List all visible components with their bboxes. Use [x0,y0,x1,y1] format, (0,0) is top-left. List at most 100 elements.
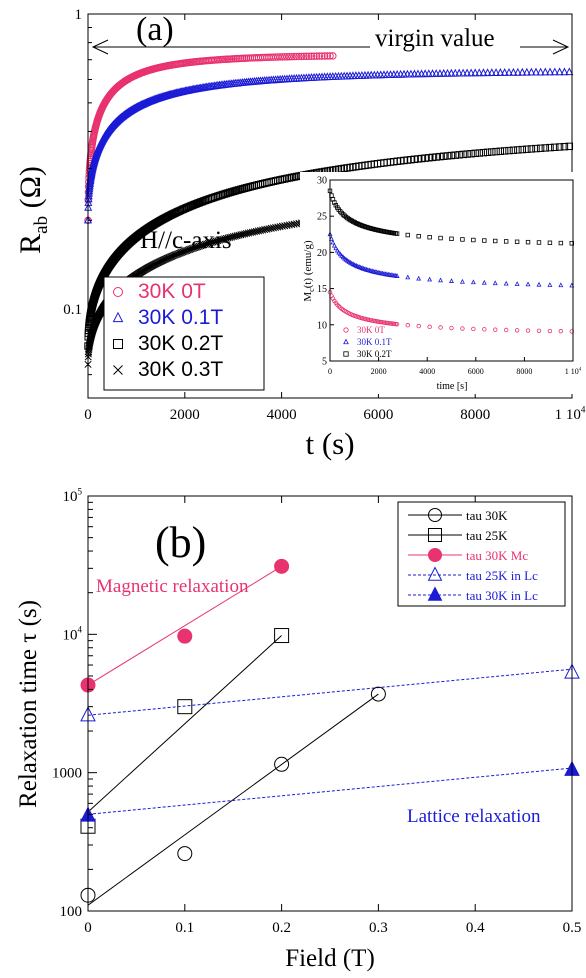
panel-b-plot-frame [87,495,573,912]
data-point [541,67,550,76]
data-point [509,67,518,76]
legend-marker [428,548,442,562]
data-point [522,67,531,76]
legend-label: tau 30K [466,508,508,523]
data-point [295,52,303,61]
inset-data-point [331,242,337,248]
data-point [274,558,290,574]
data-point [492,68,501,76]
data-point [170,251,178,259]
data-point [505,146,513,155]
panel-b-ticks: 0 0.1 0.2 0.3 0.4 0.5 100 1000 104 105 [52,486,581,936]
x-tick-label: 0 [84,920,92,936]
data-point [315,52,324,60]
data-point [238,185,247,193]
panel-b-x-axis-label: Field (T) [285,945,375,972]
panel-b: 0 0.1 0.2 0.3 0.4 0.5 100 1000 104 105 (b) Magnet… [15,486,581,972]
data-point [370,686,386,702]
data-point [443,68,452,77]
inset-x-tick-label: 6000 [468,367,484,376]
inset-data-point [514,281,520,286]
data-point [240,184,249,192]
series-30K-0.1T-markers [83,67,574,224]
data-point [560,67,569,76]
inset-data-point [482,327,487,332]
inset-series-30K-0T-markers [327,290,574,334]
legend-label: tau 30K in Lc [466,588,538,603]
data-point [290,52,298,61]
inset-data-point [459,278,465,284]
inset-data-point [394,273,400,278]
inset-data-point [525,328,531,333]
data-point [459,150,467,159]
data-point [479,68,488,77]
data-point [242,184,251,192]
inset-data-point [558,329,564,334]
fit-line-tau-30K-Mc [87,565,282,686]
data-point [443,152,452,160]
inset-data-point [525,281,531,287]
data-point [513,67,522,76]
data-point [555,143,564,151]
x-tick-label: 0.4 [466,920,485,936]
fit-line-tau-25K [87,635,282,813]
panel-b-data-layer [80,558,580,906]
data-point [504,67,514,76]
y-tick-label: 1000 [52,766,82,782]
data-point [276,53,284,61]
data-point [175,249,183,257]
y-tick-label: 105 [63,486,83,505]
inset-series-30K-0.1T-markers [327,231,575,288]
inset-plot-frame [329,179,574,362]
inset-data-point [333,245,339,251]
inset-data-point [536,240,542,245]
panel-b-y-axis-label: Relaxation time τ (s) [15,600,42,808]
data-point [447,151,456,160]
legend-marker [113,365,123,375]
inset-data-point [460,237,465,242]
inset-data-point [438,277,444,283]
data-point [471,68,480,77]
field-direction-label: H//c-axis [140,227,232,254]
data-point [318,52,326,60]
data-point [471,149,479,158]
data-point [531,67,541,76]
inset-legend-label: 30K 0T [357,325,385,335]
data-point [177,846,193,862]
inset-data-point [503,327,509,333]
inset-y-tick-label: 5 [322,357,327,368]
inset-data-point [558,240,564,246]
data-point [488,148,496,156]
inset-legend-marker [343,351,349,357]
inset-data-point [514,239,520,245]
data-point [451,68,460,77]
data-point [428,153,437,162]
panel-a-legend: 30K 0T 30K 0.1T 30K 0.2T 30K 0.3T [103,276,265,391]
data-point [447,68,456,77]
inset-legend-label: 30K 0.1T [357,337,392,347]
legend-marker [427,586,443,601]
inset-data-point [427,235,432,240]
data-point [274,628,290,644]
inset-data-point [514,328,520,333]
y-tick-label: 100 [60,904,83,920]
series-tau-25K-in-Lc-markers [80,663,580,722]
fit-line-tau-30K [87,693,379,906]
data-point [500,67,509,76]
data-point [307,52,316,60]
inset-data-point [536,281,542,287]
inset-y-tick-label: 20 [317,248,327,259]
data-point [432,153,440,161]
data-point [551,143,559,151]
data-point [235,186,243,194]
data-point [451,151,459,159]
x-tick-label: 0.3 [369,920,388,936]
legend-label: tau 25K [466,528,508,543]
data-point [440,152,448,160]
magnetic-relaxation-label: Magnetic relaxation [96,576,249,597]
inset-data-point [329,235,334,241]
inset-data-point [449,236,454,241]
inset-chart: 0 2000 4000 6000 8000 1 104 5 10 15 20 25 30 30K 0T… [300,172,582,394]
legend-label: tau 30K Mc [466,548,528,563]
data-point [320,52,329,60]
